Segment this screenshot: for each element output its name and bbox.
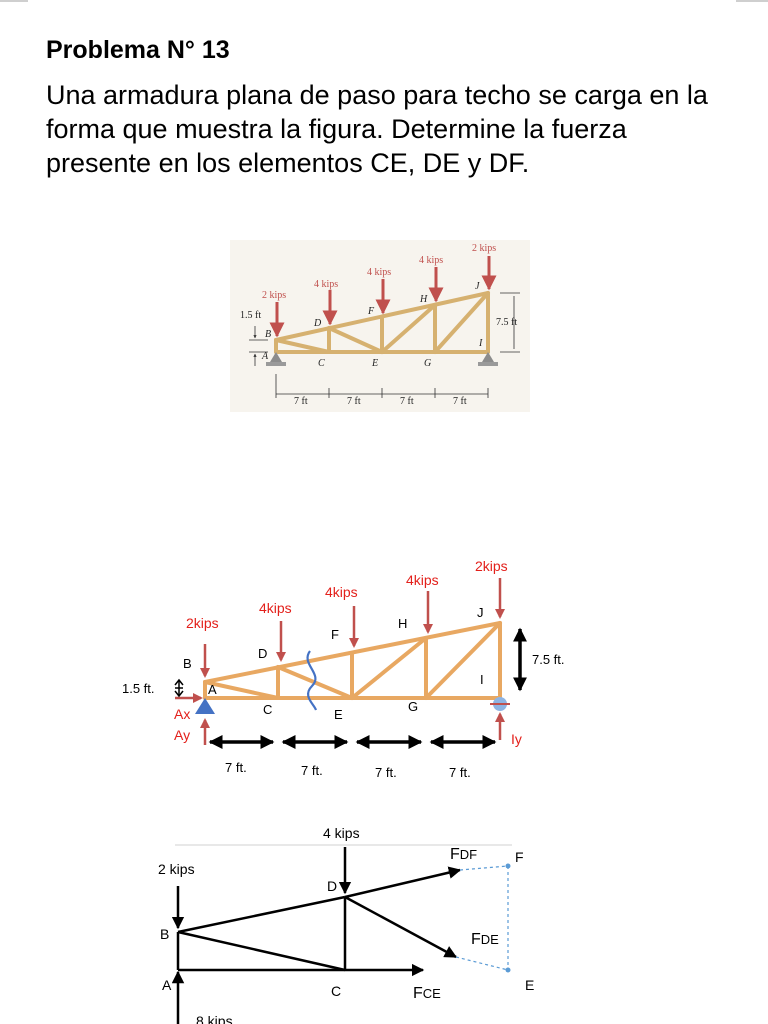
photo-ground-right bbox=[478, 362, 498, 366]
truss-diagram: 2kips 4kips 4kips 4kips 2kips Ax Ay Iy A… bbox=[122, 558, 565, 780]
joint-C: C bbox=[263, 702, 272, 717]
photo-load-J: 2 kips bbox=[472, 243, 496, 254]
fbd-members bbox=[176, 895, 347, 972]
slide-top-border bbox=[0, 0, 768, 4]
fbd-joint-A: A bbox=[162, 977, 172, 993]
fbd-reaction-A: 8 kips bbox=[196, 1013, 233, 1024]
joint-B: B bbox=[183, 656, 192, 671]
photo-load-arrows bbox=[269, 256, 497, 338]
fbd-force-arrows bbox=[171, 847, 462, 1024]
load-labels: 2kips 4kips 4kips 4kips 2kips Ax Ay Iy bbox=[174, 558, 522, 747]
photo-truss-members bbox=[274, 291, 490, 354]
load-label-B: 2kips bbox=[186, 615, 219, 631]
problem-statement: Una armadura plana de paso para techo se… bbox=[46, 80, 708, 178]
photo-load-F: 4 kips bbox=[367, 267, 391, 278]
joint-I: I bbox=[480, 672, 484, 687]
fbd-joint-E: E bbox=[525, 977, 534, 993]
photo-left-height: 1.5 ft bbox=[240, 310, 261, 321]
right-height-label: 7.5 ft. bbox=[532, 652, 565, 667]
point-F bbox=[505, 863, 511, 869]
photo-joint-B: B bbox=[265, 329, 271, 340]
joint-G: G bbox=[408, 699, 418, 714]
reaction-Ax: Ax bbox=[174, 706, 190, 722]
photo-right-height: 7.5 ft bbox=[496, 317, 517, 328]
span-label-2: 7 ft. bbox=[301, 763, 323, 778]
photo-joint-I: I bbox=[478, 338, 483, 349]
force-components bbox=[455, 865, 509, 971]
joint-labels: A B C D E F G H I J 1.5 ft. 7.5 ft. 7 ft… bbox=[122, 605, 565, 780]
photo-load-H: 4 kips bbox=[419, 255, 443, 266]
joint-A: A bbox=[208, 682, 217, 697]
fbd-joint-F: F bbox=[515, 849, 524, 865]
photo-roller-support bbox=[482, 352, 494, 362]
dimension-arrows bbox=[208, 627, 527, 749]
photo-span-2: 7 ft bbox=[347, 396, 361, 407]
force-DE-main: F bbox=[471, 931, 481, 948]
photo-load-labels: 2 kips 4 kips 4 kips 4 kips 2 kips bbox=[262, 243, 496, 301]
photo-pin-support bbox=[270, 352, 282, 362]
fbd-load-D: 4 kips bbox=[323, 825, 360, 841]
photo-joint-G: G bbox=[424, 358, 431, 369]
joint-J: J bbox=[477, 605, 484, 620]
photo-span-3: 7 ft bbox=[400, 396, 414, 407]
photo-span-1: 7 ft bbox=[294, 396, 308, 407]
span-label-3: 7 ft. bbox=[375, 765, 397, 780]
reaction-Iy: Iy bbox=[511, 731, 522, 747]
textbook-truss-figure: 2 kips 4 kips 4 kips 4 kips 2 kips A B C… bbox=[230, 240, 530, 412]
section-cut bbox=[306, 650, 318, 711]
member-EH bbox=[350, 636, 428, 700]
top-border-left bbox=[0, 0, 28, 2]
member-GJ bbox=[424, 621, 502, 700]
fbd-joint-C: C bbox=[331, 983, 341, 999]
photo-joint-labels: A B C D E F G H I J bbox=[261, 281, 483, 369]
fbd-joint-B: B bbox=[160, 926, 169, 942]
truss-members bbox=[203, 621, 502, 700]
force-label-DF: FDF bbox=[450, 846, 477, 863]
span-label-4: 7 ft. bbox=[449, 765, 471, 780]
span-label-1: 7 ft. bbox=[225, 760, 247, 775]
fbd-joint-D: D bbox=[327, 878, 337, 894]
left-height-label: 1.5 ft. bbox=[122, 681, 155, 696]
photo-joint-F: F bbox=[367, 306, 375, 317]
load-label-H: 4kips bbox=[406, 572, 439, 588]
photo-joint-D: D bbox=[313, 318, 322, 329]
small-height-arrow bbox=[174, 678, 184, 698]
photo-load-D: 4 kips bbox=[314, 279, 338, 290]
photo-joint-E: E bbox=[371, 358, 378, 369]
load-label-J: 2kips bbox=[475, 558, 508, 574]
force-DE-sub: DE bbox=[481, 932, 499, 947]
force-label-CE: FCE bbox=[413, 985, 441, 1002]
member-BC bbox=[203, 680, 280, 700]
pin-support-A bbox=[195, 698, 215, 714]
force-CE-main: F bbox=[413, 985, 423, 1002]
photo-ground-left bbox=[266, 362, 286, 366]
top-border-right bbox=[736, 0, 768, 2]
load-arrows bbox=[175, 578, 505, 745]
joint-H: H bbox=[398, 616, 407, 631]
photo-span-4: 7 ft bbox=[453, 396, 467, 407]
photo-joint-C: C bbox=[318, 358, 325, 369]
joint-F: F bbox=[331, 627, 339, 642]
photo-dimension-lines bbox=[249, 292, 520, 398]
photo-load-B: 2 kips bbox=[262, 290, 286, 301]
force-label-DE: FDE bbox=[471, 931, 499, 948]
page-title: Problema N° 13 bbox=[46, 36, 230, 64]
force-DF-main: F bbox=[450, 846, 460, 863]
fbd-labels: 2 kips 4 kips 8 kips A B C D E F FDF FDE… bbox=[158, 825, 534, 1024]
joint-D: D bbox=[258, 646, 267, 661]
load-label-F: 4kips bbox=[325, 584, 358, 600]
photo-joint-A: A bbox=[261, 351, 269, 362]
fbd-load-B: 2 kips bbox=[158, 861, 195, 877]
photo-joint-H: H bbox=[419, 294, 428, 305]
photo-joint-J: J bbox=[475, 281, 480, 292]
free-body-diagram: 2 kips 4 kips 8 kips A B C D E F FDF FDE… bbox=[158, 825, 534, 1024]
force-DF-sub: DF bbox=[460, 847, 477, 862]
force-CE-sub: CE bbox=[423, 986, 441, 1001]
point-E bbox=[505, 967, 511, 973]
load-label-D: 4kips bbox=[259, 600, 292, 616]
photo-dimension-labels: 1.5 ft 7.5 ft 7 ft 7 ft 7 ft 7 ft bbox=[240, 310, 517, 407]
reaction-Ay: Ay bbox=[174, 727, 190, 743]
joint-E: E bbox=[334, 707, 343, 722]
